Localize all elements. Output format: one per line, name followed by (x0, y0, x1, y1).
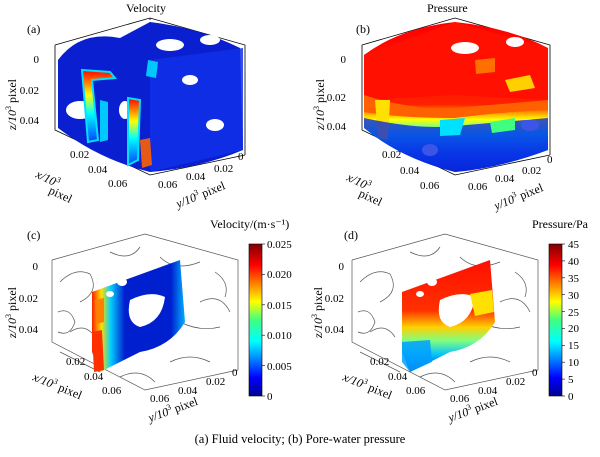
y-tick: 0 (232, 367, 238, 379)
panel-title: Velocity (126, 1, 166, 15)
colorbar-title: Pressure/Pa (532, 217, 589, 231)
y-tick: 0.04 (478, 385, 498, 397)
panel-label: (c) (27, 228, 40, 242)
colorbar-tick: 30 (568, 290, 580, 302)
x-axis-label: x/103 pixel (30, 368, 85, 402)
colorbar-tick: 0 (568, 391, 574, 403)
x-axis-unit: pixel (47, 183, 75, 206)
x-axis-label: x/103 pixel (340, 368, 395, 402)
z-tick: 0.04 (20, 115, 40, 127)
y-tick: 0 (532, 367, 538, 379)
colorbar-d: 45 40 35 30 25 20 15 10 5 0 (548, 239, 580, 403)
x-tick: 0.04 (400, 165, 420, 177)
pressure-solid-b (364, 22, 548, 172)
x-tick: 0.02 (66, 356, 85, 368)
x-tick: 0.02 (370, 356, 389, 368)
panel-label: (a) (27, 22, 40, 36)
y-tick: 0.04 (186, 171, 206, 183)
panel-a: Velocity (a) 0 0.02 0.04 0.02 0.04 0.06 … (0, 0, 300, 215)
colorbar-title: Velocity/(m·s⁻¹) (210, 217, 289, 231)
velocity-slice-c (92, 260, 185, 372)
panel-c: 0.025 0.020 0.015 0.010 0.005 0 Velocity… (0, 212, 300, 430)
y-tick: 0 (547, 154, 553, 166)
y-tick: 0.06 (158, 179, 178, 191)
z-axis-label: z/103 pixel (312, 78, 327, 131)
colorbar-tick: 0.005 (267, 361, 292, 373)
z-tick: 0 (33, 261, 39, 273)
panel-label: (b) (356, 22, 370, 36)
colorbar-tick: 0.025 (267, 239, 292, 251)
panel-d: 45 40 35 30 25 20 15 10 5 0 Pressure/Pa … (300, 212, 600, 430)
velocity-solid-a (58, 22, 243, 172)
panel-b-plot: Pressure (b) 0 0.02 0.04 0.02 0.04 0.06 … (312, 1, 553, 213)
x-tick: 0.04 (388, 371, 408, 383)
y-tick: 0.06 (450, 393, 470, 405)
y-tick: 0.02 (522, 165, 541, 177)
x-tick: 0.04 (84, 371, 104, 383)
z-tick: 0.04 (325, 324, 345, 336)
x-tick: 0.06 (108, 178, 128, 190)
z-tick: 0.02 (19, 293, 38, 305)
x-tick: 0.06 (102, 385, 122, 397)
colorbar-tick: 35 (568, 273, 580, 285)
z-axis-label: z/103 pixel (310, 286, 325, 339)
x-tick: 0.02 (70, 149, 89, 161)
x-tick: 0.06 (420, 180, 440, 192)
panel-a-plot: Velocity (a) 0 0.02 0.04 0.02 0.04 0.06 … (4, 1, 246, 211)
colorbar-tick: 40 (568, 256, 580, 268)
z-axis-label: z/103 pixel (4, 78, 19, 131)
colorbar-tick: 15 (568, 340, 580, 352)
colorbar-tick: 0.015 (267, 300, 292, 312)
z-tick: 0 (339, 261, 345, 273)
colorbar-tick: 10 (568, 357, 580, 369)
y-tick: 0.04 (495, 173, 515, 185)
y-tick: 0.02 (206, 376, 225, 388)
colorbar-tick: 25 (568, 307, 580, 319)
panel-d-plot: 45 40 35 30 25 20 15 10 5 0 Pressure/Pa … (310, 217, 589, 425)
x-axis-unit: pixel (357, 186, 385, 209)
colorbar-c: 0.025 0.020 0.015 0.010 0.005 0 (248, 239, 292, 403)
y-tick: 0.04 (178, 385, 198, 397)
colorbar-tick: 5 (568, 374, 574, 386)
pressure-slice-d (402, 260, 495, 372)
colorbar-tick: 0.010 (267, 330, 292, 342)
x-tick: 0.06 (406, 385, 426, 397)
z-tick: 0 (341, 54, 347, 66)
z-tick: 0 (34, 54, 40, 66)
colorbar-tick: 0.020 (267, 269, 292, 281)
y-tick: 0.06 (150, 393, 170, 405)
z-tick: 0.04 (19, 324, 39, 336)
panel-c-plot: 0.025 0.020 0.015 0.010 0.005 0 Velocity… (4, 217, 292, 425)
panel-title: Pressure (427, 1, 468, 15)
panel-label: (d) (344, 228, 358, 242)
z-tick: 0.02 (327, 92, 346, 104)
z-tick: 0.02 (325, 293, 344, 305)
x-tick: 0.04 (88, 164, 108, 176)
z-tick: 0.04 (327, 121, 347, 133)
figure-caption: (a) Fluid velocity; (b) Pore-water press… (194, 432, 406, 446)
colorbar-tick: 20 (568, 323, 580, 335)
y-tick: 0.02 (214, 163, 233, 175)
axes-box (351, 233, 539, 391)
colorbar-tick: 45 (568, 239, 580, 251)
panel-b: Pressure (b) 0 0.02 0.04 0.02 0.04 0.06 … (300, 0, 600, 215)
y-tick: 0.06 (468, 181, 488, 193)
z-axis-label: z/103 pixel (4, 286, 19, 339)
y-tick: 0.02 (506, 376, 525, 388)
colorbar-tick: 0 (267, 391, 273, 403)
y-tick: 0 (238, 151, 244, 163)
x-tick: 0.02 (382, 149, 401, 161)
z-tick: 0.02 (20, 85, 39, 97)
